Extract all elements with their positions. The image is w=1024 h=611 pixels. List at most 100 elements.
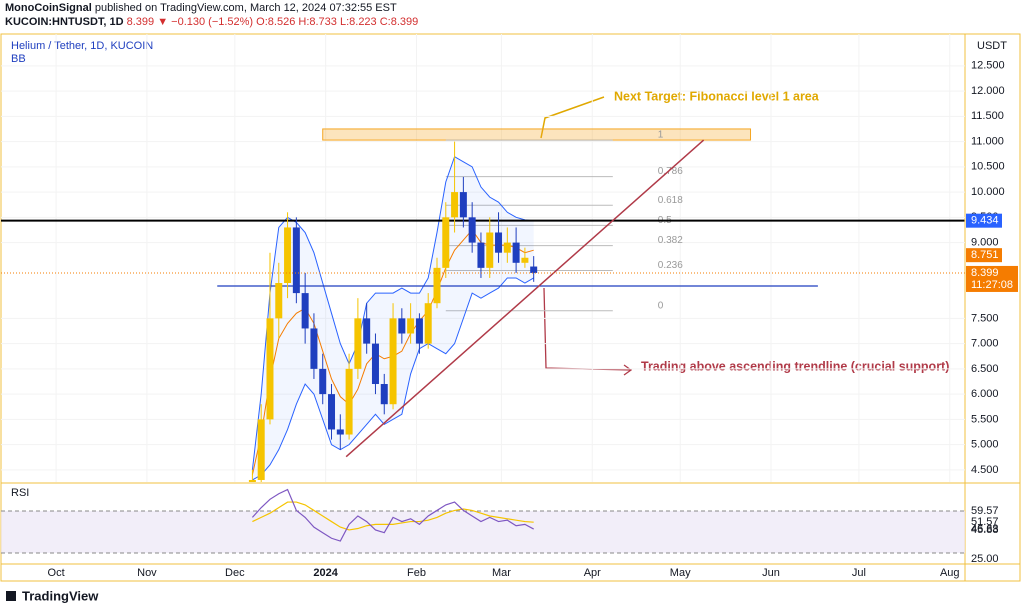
candle-body [398,318,406,334]
x-tick-label: Nov [137,567,157,579]
target-zone [322,128,752,141]
candle-body [363,318,371,344]
ohlc: C:8.399 [380,16,419,28]
y-tick-label: 59.57 [971,505,999,517]
price-tag-label: 8.399 [971,267,999,279]
candle-body [495,232,503,253]
bb-line [252,277,534,481]
y-tick-label: 25.00 [971,553,999,565]
candle-body [257,419,265,480]
x-tick-label: Jun [762,567,780,579]
x-tick-label: 2024 [313,567,338,579]
y-tick-label: 12.000 [971,85,1005,97]
candle-body [451,192,459,218]
candle-body [301,293,309,329]
candle-body [380,384,388,405]
candle-body [486,232,494,268]
candle-body [468,217,476,243]
y-tick-label: 45.88 [971,524,999,536]
countdown: 11:27:08 [971,279,1013,291]
y-tick-label: 7.000 [971,338,999,350]
x-tick-label: Apr [584,567,601,579]
y-tick-label: 10.500 [971,161,1005,173]
legend-indicator: BB [11,53,26,65]
candle-body [345,368,353,435]
x-tick-label: Dec [225,567,245,579]
arrow [543,287,633,376]
x-tick-label: Aug [940,567,960,579]
candle-body [319,368,327,395]
fib-label: 0.382 [658,235,683,246]
candle-body [336,429,344,435]
arrow [540,96,605,139]
footer: TradingView [6,588,99,603]
axes: 4.500 5.000 5.500 6.000 6.500 7.000 7.500 9.000… [48,60,1018,579]
candle-body [433,267,441,304]
y-tick-label: 5.500 [971,413,999,425]
frame [0,33,1021,582]
price-tag [966,248,1002,263]
rsi-title: RSI [11,487,29,499]
price-tag [966,265,1018,292]
x-tick-label: Feb [407,567,426,579]
rsi-line [251,488,534,542]
fib-label: 0.786 [658,166,683,177]
y-tick-label: 11.500 [971,110,1004,122]
x-tick-label: Jul [852,567,866,579]
ohlc: L:8.223 [340,16,377,28]
fib-label: 0.236 [658,260,683,271]
y-tick-label: 6.500 [971,363,999,375]
publisher: MonoCoinSignal published on TradingView.… [5,2,397,14]
y-tick-label: 7.500 [971,312,999,324]
candle-body [407,318,415,334]
ohlc: O:8.526 [256,16,295,28]
annotation: Next Target: Fibonacci level 1 area [614,89,820,103]
candle-body [389,318,397,405]
symbol: KUCOIN:HNTUSDT, 1D [5,16,124,28]
y-tick-label: 4.500 [971,464,999,476]
candle-body [310,328,318,369]
x-tick-label: Oct [48,567,65,579]
ohlc: H:8.733 [298,16,337,28]
x-tick-label: May [670,567,691,579]
footer-text: TradingView [22,588,99,603]
y-tick-label: 11.000 [971,135,1004,147]
rsi-band [1,511,965,553]
rsi-line [252,501,534,531]
candle-body [371,343,379,385]
candle-body [477,242,485,268]
candle-body [292,227,300,294]
published: published on TradingView.com, March 12, … [95,2,397,14]
y-tick-label: 46.63 [971,523,999,535]
x-tick-label: Mar [492,567,511,579]
candle-body [354,318,362,369]
candle-body [415,318,423,344]
fib-label: 1 [658,130,664,141]
y-tick-label: 12.500 [971,60,1005,72]
candle-body [328,394,336,430]
rsi-pane [251,488,534,542]
candle-body [442,217,450,268]
symbol-line: KUCOIN:HNTUSDT, 1D 8.399 ▼ −0.130 (−1.52… [5,16,418,28]
fib-label: 0 [658,300,664,311]
candle-body [530,266,538,273]
logo [6,591,16,601]
legend-title: Helium / Tether, 1D, KUCOIN [11,40,153,52]
annotation: Trading above ascending trendline (cruci… [641,359,949,373]
y-tick-label: 51.57 [971,516,999,528]
price-tag [966,213,1002,228]
y-tick-label: 5.000 [971,439,999,451]
candle-body [512,242,520,263]
candle-body [275,283,283,319]
candle-body [459,192,467,218]
candle-body [503,242,511,253]
trendline [345,139,705,458]
y-tick-label: 9.000 [971,237,999,249]
y-tick-label: 6.000 [971,388,999,400]
price-tag-label: 8.751 [971,249,999,261]
candle-body [521,257,529,263]
candle-body [284,227,292,284]
fib-label: 0.618 [658,195,683,206]
